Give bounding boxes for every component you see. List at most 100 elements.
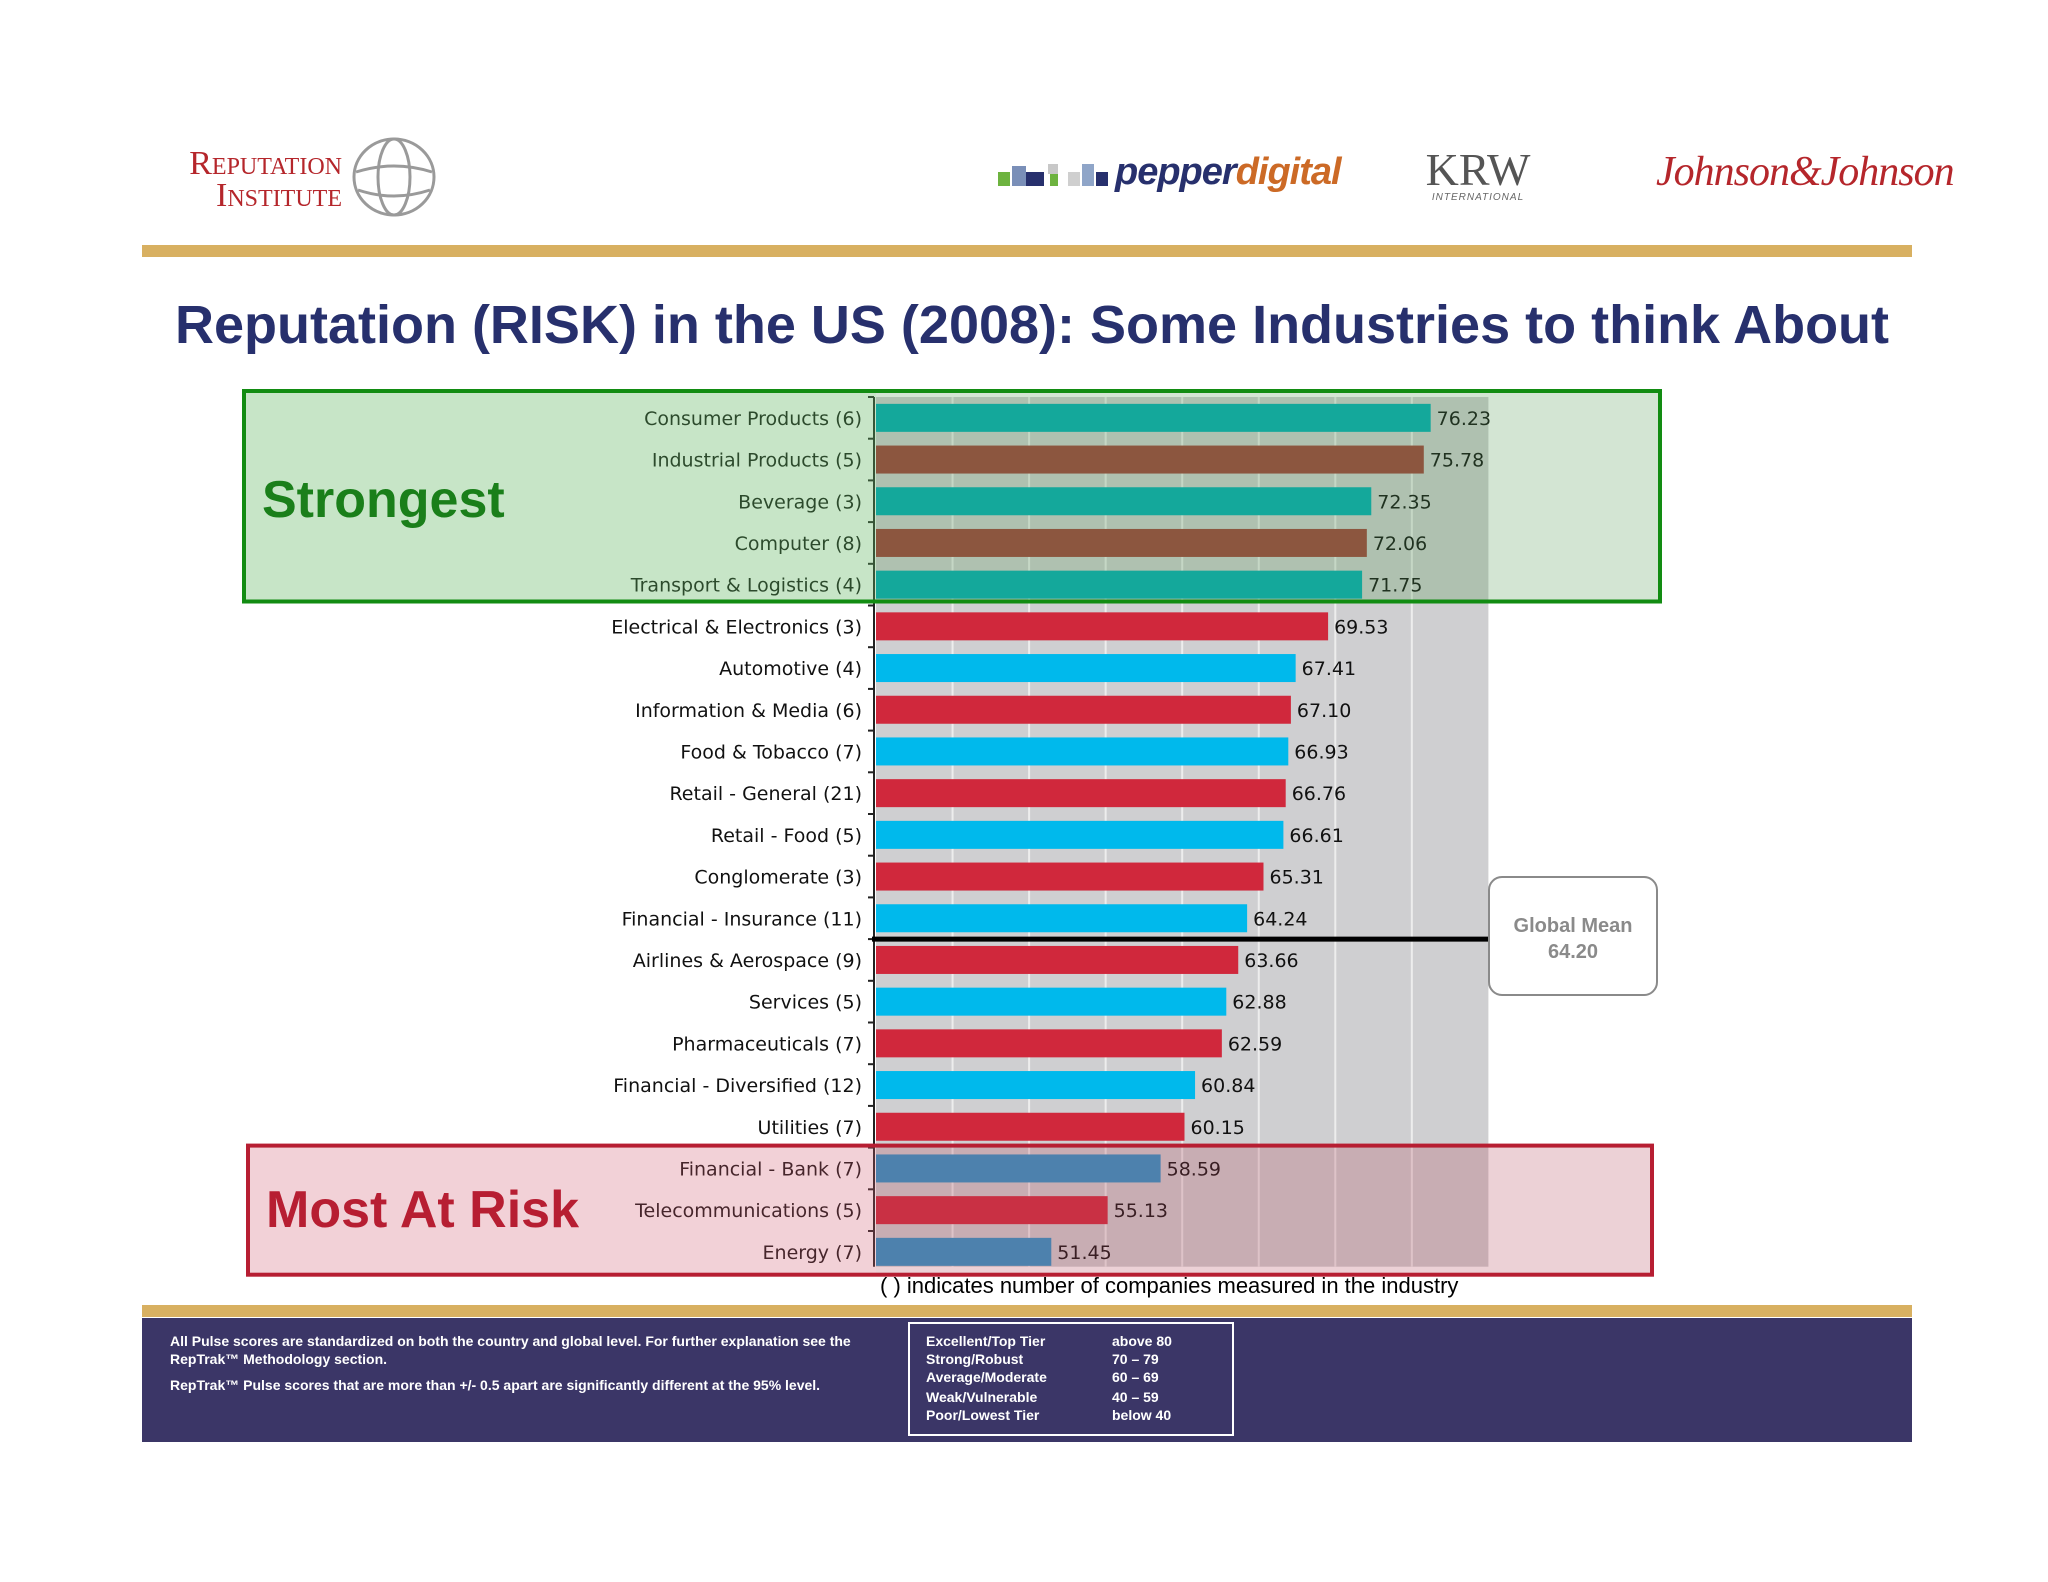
tier-legend: Excellent/Top Tier above 80 Strong/Robus… [908,1322,1234,1436]
value-label: 66.93 [1294,741,1348,763]
strongest-right-shade [876,391,1660,602]
category-label: Airlines & Aerospace (9) [633,950,862,972]
bar [876,820,1284,849]
chart-footnote: ( ) indicates number of companies measur… [880,1273,1459,1298]
page-title: Reputation (RISK) in the US (2008): Some… [174,295,1890,355]
category-label: Consumer Products (6) [644,408,862,430]
value-label: 72.35 [1377,491,1431,513]
value-label: 72.06 [1373,533,1427,555]
bar [876,1237,1052,1266]
logo-pd-part2: digital [1235,151,1342,193]
value-label: 69.53 [1334,616,1388,638]
value-label: 66.76 [1292,783,1346,805]
tier-name: Average/Moderate [926,1369,1047,1385]
strongest-box [242,389,1662,604]
pepperdigital-logo: pepperdigital [1115,151,1342,194]
value-label: 60.84 [1201,1075,1255,1097]
tier-range: 70 – 79 [1112,1351,1159,1367]
value-label: 55.13 [1114,1200,1168,1222]
category-label: Pharmaceuticals (7) [672,1033,862,1055]
bar [876,737,1289,766]
risk-left-shade [248,1145,876,1275]
logo-ri-line2: Institute [216,177,342,214]
bar [876,1196,1108,1225]
category-label: Retail - Food (5) [711,825,862,847]
value-label: 65.31 [1269,867,1323,889]
category-label: Information & Media (6) [635,700,862,722]
top-gold-divider [142,245,1912,257]
value-label: 62.59 [1228,1033,1282,1055]
category-label: Automotive (4) [719,658,862,680]
most-at-risk-group-label: Most At Risk [266,1181,579,1239]
bar [876,612,1329,641]
bar [876,487,1372,516]
bar [876,695,1291,724]
category-label: Transport & Logistics (4) [630,575,862,597]
category-label: Industrial Products (5) [652,450,862,472]
krw-logo-subtitle: INTERNATIONAL [1431,192,1525,203]
krw-logo: KRW [1425,144,1531,195]
tier-range: below 40 [1112,1407,1172,1423]
bottom-gold-divider [142,1305,1912,1317]
tier-range: 60 – 69 [1112,1369,1159,1385]
category-label: Utilities (7) [758,1117,862,1139]
logo-pd-part1: pepper [1115,151,1237,193]
tier-name: Excellent/Top Tier [926,1333,1046,1349]
value-label: 64.24 [1253,908,1307,930]
most-at-risk-box [246,1143,1654,1277]
value-label: 63.66 [1244,950,1298,972]
pepperdigital-mark-icon [998,164,1108,186]
value-label: 62.88 [1232,992,1286,1014]
tier-range: 40 – 59 [1112,1389,1159,1405]
bar [876,1154,1161,1183]
value-label: 58.59 [1167,1158,1221,1180]
bar [876,1029,1222,1058]
category-label: Electrical & Electronics (3) [611,616,862,638]
bar [876,654,1296,683]
bar [876,779,1286,808]
globe-icon [352,137,436,217]
risk-right-shade [876,1145,1652,1275]
value-label: 60.15 [1190,1117,1244,1139]
global-mean-callout: Global Mean 64.20 [1488,876,1658,996]
tier-name: Strong/Robust [926,1351,1024,1367]
reputation-institute-logo: Reputation Institute [162,145,342,214]
global-mean-value: 64.20 [1547,941,1599,963]
bar [876,987,1227,1016]
category-label: Food & Tobacco (7) [680,741,862,763]
strongest-group-label: Strongest [262,471,505,529]
tier-name: Weak/Vulnerable [926,1389,1038,1405]
value-label: 67.10 [1297,700,1351,722]
johnson-johnson-logo: Johnson&Johnson [1656,149,1955,195]
bar [876,570,1363,599]
category-label: Financial - Insurance (11) [622,908,862,930]
tier-name: Poor/Lowest Tier [926,1407,1040,1423]
footer-band [142,1318,1912,1442]
category-label: Conglomerate (3) [694,867,862,889]
value-label: 66.61 [1289,825,1343,847]
value-label: 51.45 [1057,1242,1111,1264]
bar [876,1112,1185,1141]
global-mean-label: Global Mean [1513,915,1633,937]
value-label: 67.41 [1302,658,1356,680]
category-label: Financial - Diversified (12) [613,1075,862,1097]
tier-range: above 80 [1112,1333,1172,1349]
category-label: Beverage (3) [738,491,862,513]
bar [876,1071,1196,1100]
value-label: 76.23 [1437,408,1491,430]
value-label: 71.75 [1368,575,1422,597]
bar [876,945,1239,974]
bar [876,862,1264,891]
strongest-left-shade [244,391,876,602]
logo-ri-line1: Reputation [189,145,342,182]
category-label: Computer (8) [735,533,862,555]
category-label: Energy (7) [763,1242,862,1264]
footer-significance-note: RepTrak™ Pulse scores that are more than… [170,1377,821,1393]
footer-methodology-note: All Pulse scores are standardized on bot… [170,1333,851,1367]
category-label: Financial - Bank (7) [679,1158,862,1180]
category-label: Telecommunications (5) [634,1200,862,1222]
bar [876,528,1367,557]
bar [876,403,1431,432]
value-label: 75.78 [1430,450,1484,472]
